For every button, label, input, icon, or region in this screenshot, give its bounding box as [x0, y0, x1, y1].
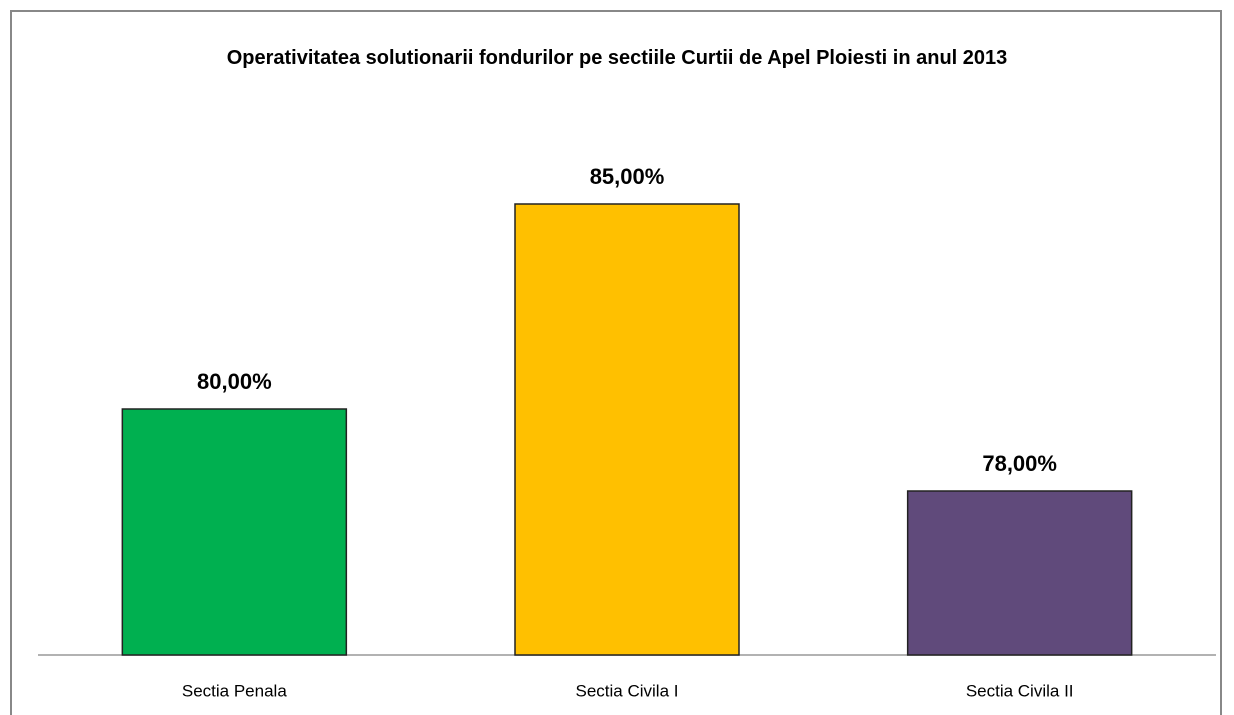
bar	[121, 408, 348, 656]
chart-title: Operativitatea solutionarii fondurilor p…	[226, 47, 1008, 69]
bar	[514, 203, 740, 656]
x-tick-label: Sectia Penala	[182, 681, 287, 700]
x-tick-label: Sectia Civila I	[576, 681, 679, 700]
data-label: 80,00%	[197, 369, 272, 394]
data-label: 78,00%	[982, 451, 1057, 476]
chart-border	[10, 10, 1222, 715]
bar	[906, 490, 1133, 656]
x-tick-label: Sectia Civila II	[966, 681, 1074, 700]
data-label: 85,00%	[590, 164, 665, 189]
